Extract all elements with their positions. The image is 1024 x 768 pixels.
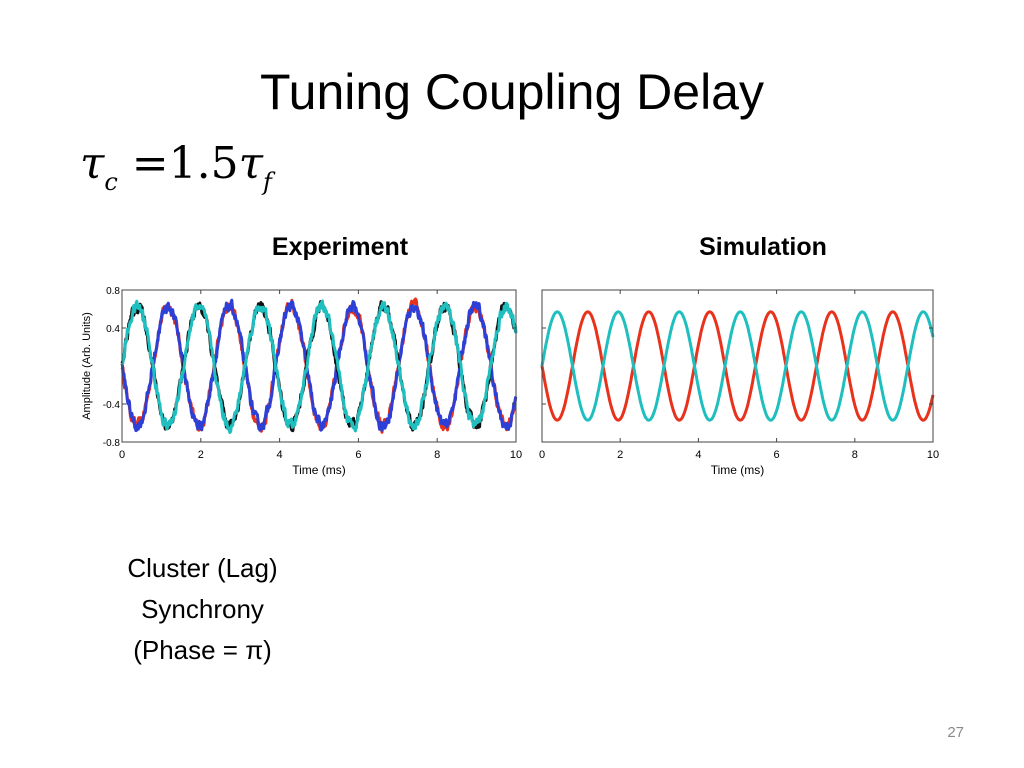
caption-line-cluster: Cluster (Lag): [127, 553, 278, 583]
x-tick-label: 10: [927, 449, 939, 461]
x-tick-label: 4: [695, 449, 701, 461]
axes-frame: [541, 289, 934, 443]
x-tick-label: 6: [774, 449, 780, 461]
caption-line-phase: (Phase = π): [133, 635, 272, 665]
series-line-1: [540, 310, 935, 422]
x-tick-label: 8: [434, 449, 440, 461]
x-tick-label: 2: [198, 449, 204, 461]
series-line-0: [540, 310, 935, 422]
series-line-1: [120, 298, 518, 433]
formula-tau-symbol-rhs: τ: [238, 138, 263, 189]
synchrony-caption: Cluster (Lag) Synchrony (Phase = π): [80, 548, 325, 671]
series-line-0: [120, 297, 517, 434]
y-axis-label: Amplitude (Arb. Units): [81, 312, 93, 420]
x-tick-label: 10: [510, 449, 522, 461]
formula-factor: 1.5: [168, 138, 239, 189]
x-tick-label: 6: [355, 449, 361, 461]
x-tick-label: 2: [617, 449, 623, 461]
x-tick-label: 0: [539, 449, 545, 461]
simulation-heading: Simulation: [699, 233, 827, 261]
x-tick-label: 0: [119, 449, 125, 461]
series-line-2: [120, 300, 517, 433]
simulation-plot: 0 2 4 6 8 10 Time (ms): [539, 289, 939, 477]
x-axis-label: Time (ms): [292, 463, 346, 477]
y-tick-label: -0.4: [103, 400, 121, 411]
y-tick-label: -0.8: [103, 438, 121, 449]
formula-equals: =: [131, 138, 169, 189]
caption-line-synchrony: Synchrony: [141, 594, 264, 624]
y-tick-label: 0.4: [106, 324, 120, 335]
x-axis-label: Time (ms): [711, 463, 765, 477]
series-line-3: [121, 299, 518, 434]
axes-frame: [121, 289, 517, 443]
experiment-plot: 0 2 4 6 8 10 0.8 0.4 -0.4 -0.8 Time (ms) Amplitude …: [81, 286, 522, 477]
page-number: 27: [947, 724, 964, 741]
formula-subscript-f: f: [263, 168, 272, 196]
x-tick-label: 4: [277, 449, 283, 461]
x-tick-label: 8: [852, 449, 858, 461]
y-tick-label: 0.8: [106, 286, 120, 297]
formula-subscript-c: c: [104, 168, 118, 196]
coupling-delay-formula: τc =1.5τf: [80, 138, 272, 198]
experiment-heading: Experiment: [271, 233, 409, 261]
slide-title: Tuning Coupling Delay: [259, 64, 764, 120]
formula-tau-symbol: τ: [80, 138, 105, 189]
